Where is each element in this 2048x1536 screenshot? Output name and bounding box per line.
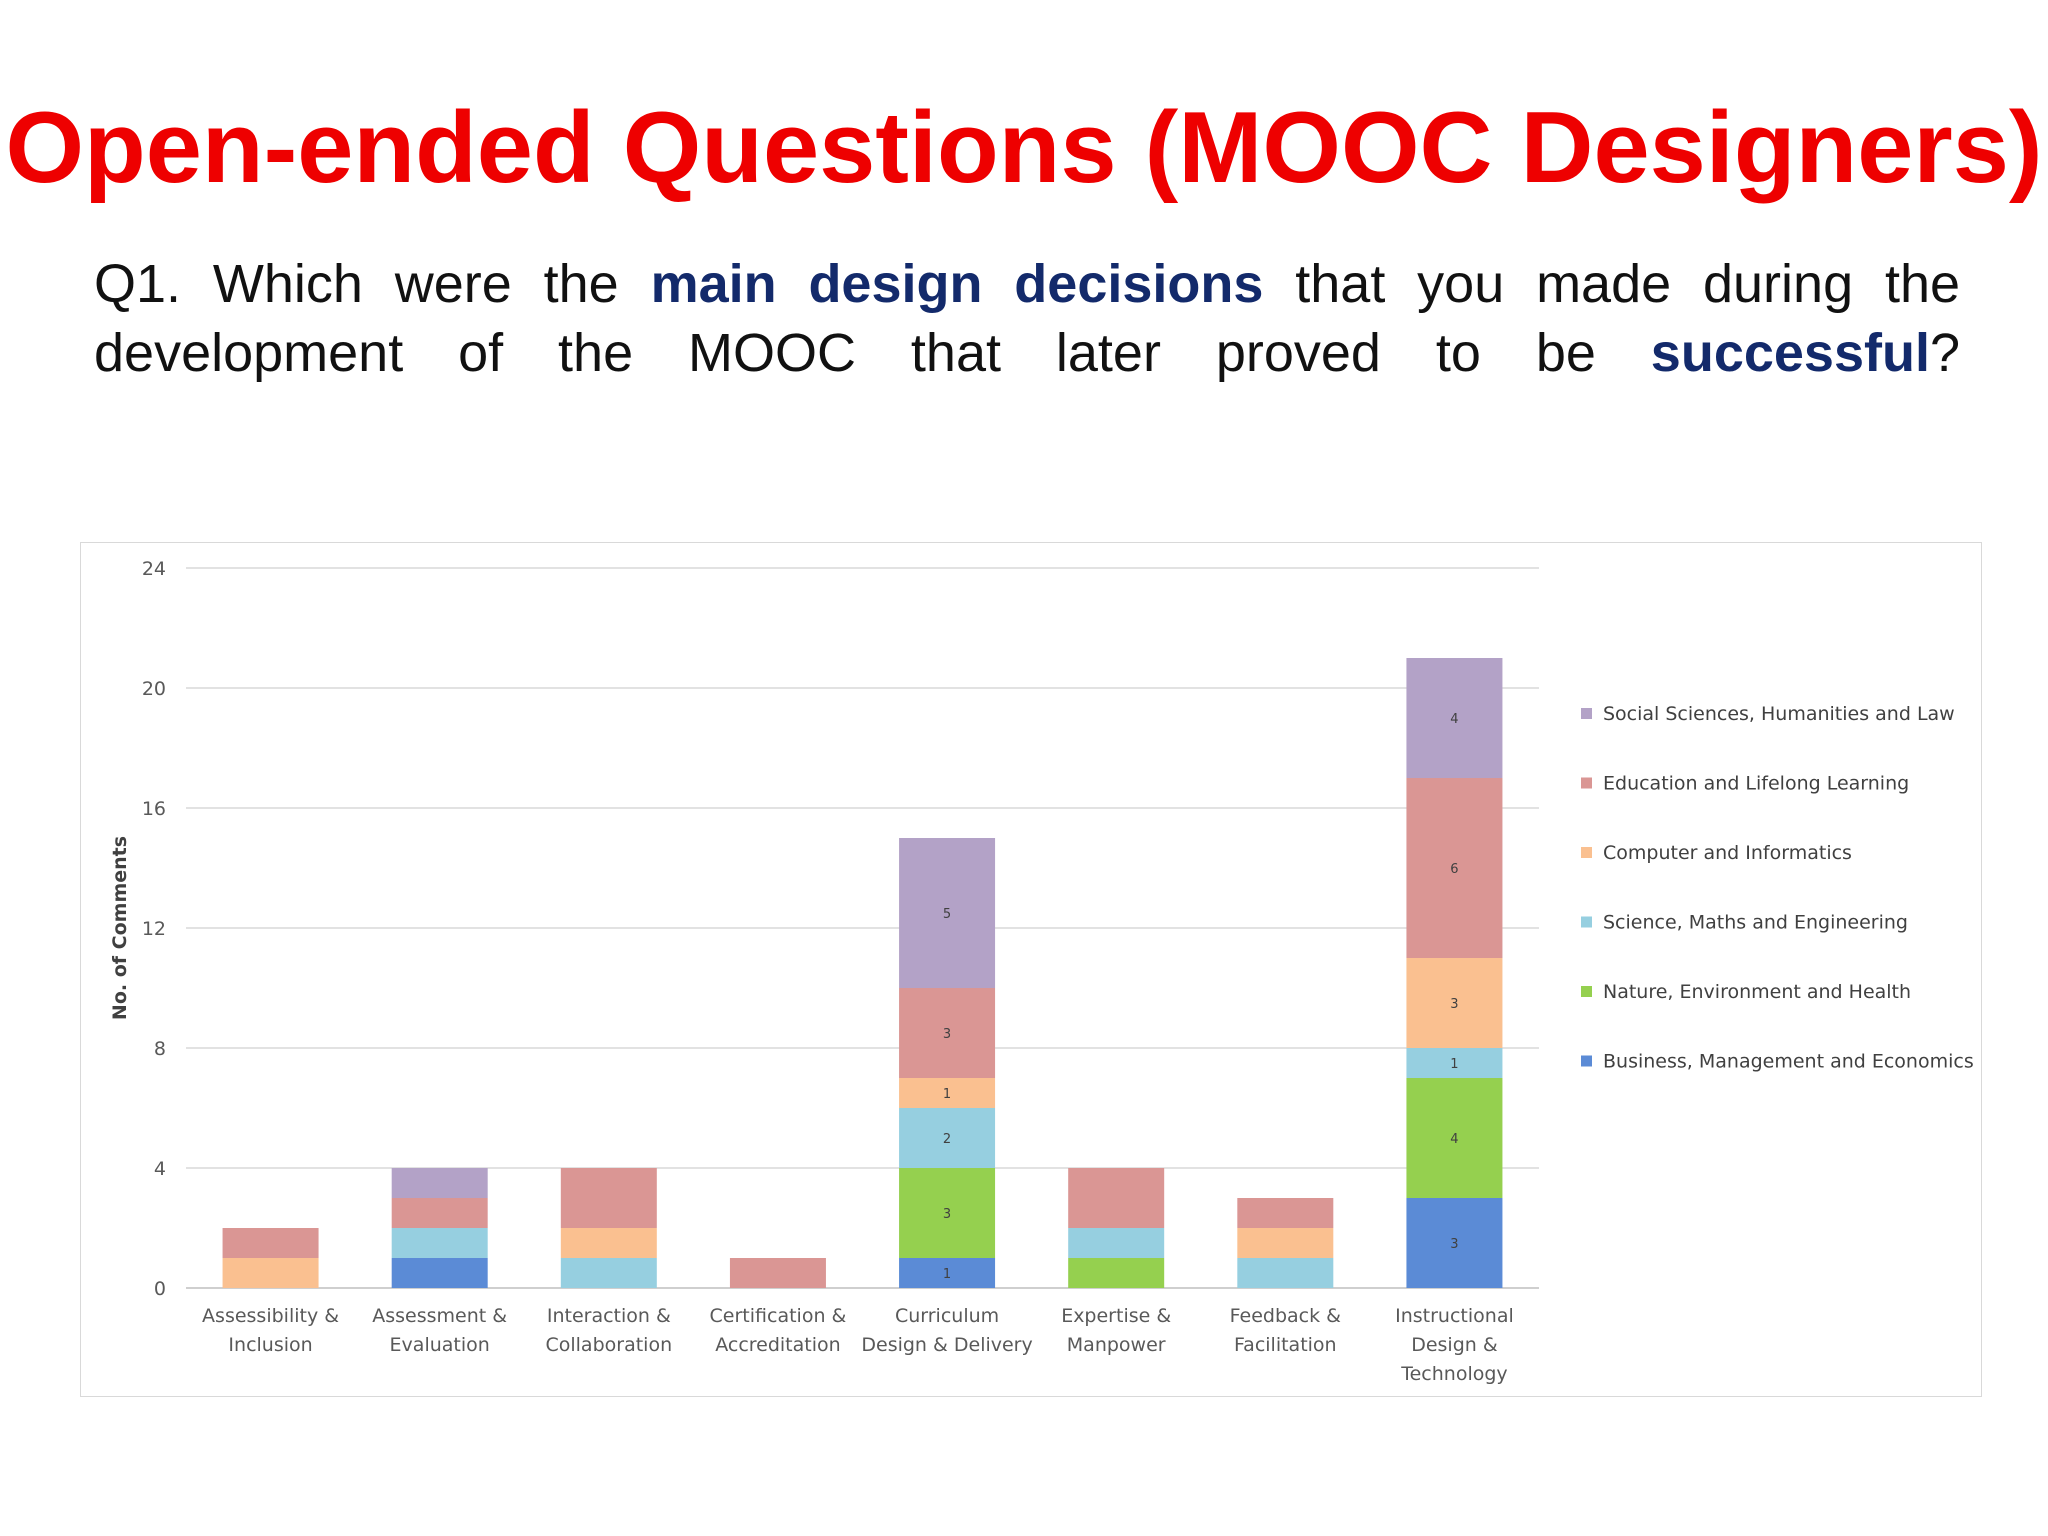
bar-segment bbox=[1406, 1198, 1503, 1288]
y-axis-title: No. of Comments bbox=[109, 836, 131, 1020]
data-label: 3 bbox=[1450, 1237, 1458, 1252]
x-tick-label: Technology bbox=[1400, 1363, 1507, 1385]
data-label: 3 bbox=[943, 1207, 951, 1222]
question-text: Q1. Which were the main design decisions… bbox=[94, 250, 1960, 388]
bar-segment bbox=[1406, 658, 1503, 778]
y-tick-label-0: 0 bbox=[154, 1278, 166, 1300]
data-label: 4 bbox=[1450, 712, 1458, 727]
bar-segment bbox=[560, 1168, 657, 1228]
y-tick-label-24: 24 bbox=[142, 558, 166, 580]
legend-label: Education and Lifelong Learning bbox=[1603, 773, 1909, 795]
bar-segment bbox=[560, 1258, 657, 1288]
bar-segment bbox=[222, 1228, 319, 1258]
bar-segment bbox=[1068, 1168, 1165, 1228]
slide-title: Open-ended Questions (MOOC Designers) bbox=[5, 92, 2043, 204]
y-tick-label-8: 8 bbox=[154, 1038, 166, 1060]
legend-label: Nature, Environment and Health bbox=[1603, 981, 1911, 1003]
bar-segment bbox=[1406, 778, 1503, 958]
y-tick-label-20: 20 bbox=[142, 678, 166, 700]
legend-swatch bbox=[1581, 916, 1592, 928]
x-tick-label: Assessibility & bbox=[202, 1305, 339, 1327]
question-emphasis-main-design-decisions: main design decisions bbox=[650, 254, 1264, 314]
x-tick-label: Evaluation bbox=[390, 1334, 490, 1356]
bar-segment bbox=[560, 1228, 657, 1258]
data-label: 6 bbox=[1450, 862, 1458, 877]
legend-swatch bbox=[1581, 777, 1592, 789]
bar-segment bbox=[729, 1258, 826, 1288]
x-tick-label: Assessment & bbox=[372, 1305, 507, 1327]
legend-swatch bbox=[1581, 1055, 1592, 1067]
bar-segment bbox=[899, 1258, 996, 1288]
bar-segment bbox=[1406, 958, 1503, 1048]
x-tick-label: Collaboration bbox=[545, 1334, 672, 1356]
question-middle: that you made during the development of … bbox=[94, 254, 1961, 383]
x-tick-label: Accreditation bbox=[715, 1334, 840, 1356]
data-label: 3 bbox=[943, 1027, 951, 1042]
legend-swatch bbox=[1581, 986, 1592, 997]
x-tick-label: Inclusion bbox=[228, 1334, 312, 1356]
question-emphasis-successful: successful bbox=[1650, 323, 1930, 383]
x-tick-label: Expertise & bbox=[1061, 1305, 1171, 1327]
legend-label: Science, Maths and Engineering bbox=[1603, 912, 1908, 934]
bar-segment bbox=[391, 1228, 488, 1258]
data-label: 2 bbox=[943, 1132, 951, 1147]
y-tick-label-4: 4 bbox=[154, 1158, 166, 1180]
bar-segment bbox=[1237, 1198, 1334, 1228]
data-label: 1 bbox=[943, 1087, 951, 1102]
bar-segment bbox=[1237, 1258, 1334, 1288]
x-tick-label: Facilitation bbox=[1234, 1334, 1337, 1356]
bar-segment bbox=[1068, 1258, 1165, 1288]
x-tick-label: Certification & bbox=[710, 1305, 847, 1327]
bar-segment bbox=[899, 988, 996, 1078]
bar-segment bbox=[222, 1258, 319, 1288]
y-tick-label-16: 16 bbox=[142, 798, 166, 820]
x-tick-label: Design & bbox=[1411, 1334, 1498, 1356]
bar-segment bbox=[899, 1108, 996, 1168]
data-label: 1 bbox=[1450, 1057, 1458, 1072]
chart-frame: 0 4 8 12 16 20 24 No. of Comments Assessibility … bbox=[80, 542, 1982, 1397]
question-suffix: ? bbox=[1929, 323, 1960, 383]
x-tick-label: Manpower bbox=[1067, 1334, 1166, 1356]
x-tick-label: Interaction & bbox=[547, 1305, 671, 1327]
question-prefix: Q1. Which were the bbox=[94, 254, 651, 314]
data-label: 4 bbox=[1450, 1132, 1458, 1147]
legend-label: Computer and Informatics bbox=[1603, 842, 1852, 864]
bar-segment bbox=[391, 1168, 488, 1198]
bar-segment bbox=[1406, 1048, 1503, 1078]
x-tick-label: Feedback & bbox=[1230, 1305, 1342, 1327]
data-label: 1 bbox=[943, 1267, 951, 1282]
bar-segment bbox=[899, 838, 996, 988]
legend-swatch bbox=[1581, 847, 1592, 858]
bar-segment bbox=[391, 1198, 488, 1228]
legend-label: Business, Management and Economics bbox=[1603, 1051, 1974, 1073]
bar-segment bbox=[1406, 1078, 1503, 1198]
x-tick-label: Instructional bbox=[1395, 1305, 1514, 1327]
x-tick-label: Curriculum bbox=[895, 1305, 999, 1327]
bar-segment bbox=[1237, 1228, 1334, 1258]
x-tick-label: Design & Delivery bbox=[861, 1334, 1032, 1356]
bar-segment bbox=[899, 1078, 996, 1108]
legend-label: Social Sciences, Humanities and Law bbox=[1603, 703, 1955, 725]
bar-segment bbox=[391, 1258, 488, 1288]
bar-segment bbox=[1068, 1228, 1165, 1258]
bar-segment bbox=[899, 1168, 996, 1258]
data-label: 5 bbox=[943, 907, 951, 922]
legend-swatch bbox=[1581, 708, 1592, 719]
y-tick-label-12: 12 bbox=[142, 918, 166, 940]
data-label: 3 bbox=[1450, 997, 1458, 1012]
